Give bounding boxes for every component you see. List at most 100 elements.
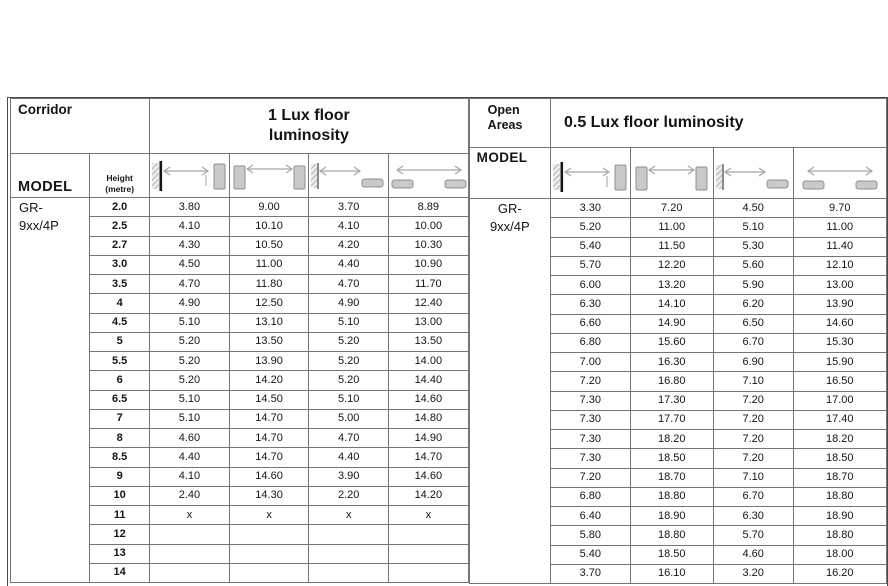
open-areas-value-cell: 6.90: [712, 351, 794, 373]
corridor-row: 3.5 4.70 11.80 4.70 11.70: [11, 273, 469, 295]
height-value: 4: [89, 293, 151, 314]
corridor-value-cell: 11.70: [388, 273, 469, 295]
open-areas-value-cell: 13.90: [792, 294, 888, 315]
open-areas-value-cell: 5.40: [549, 544, 631, 565]
open-areas-value-cell: 7.20: [712, 390, 794, 411]
corridor-value-cell: 3.90: [308, 466, 389, 487]
open-areas-value-cell: 5.20: [549, 217, 631, 238]
open-areas-value-cell: 6.70: [712, 332, 794, 354]
corridor-value-cell: 4.10: [149, 466, 230, 487]
open-areas-value-cell: 17.40: [792, 409, 888, 431]
open-areas-value-cell: 7.30: [549, 428, 631, 450]
open-areas-value-cell: 13.00: [792, 274, 888, 296]
corridor-value-cell: 13.10: [228, 312, 310, 333]
corridor-value-cell: 13.50: [228, 331, 310, 353]
wall-sensor-to-wall-sensor-icon: [231, 164, 308, 189]
height-value: 2.5: [89, 216, 151, 237]
open-areas-value-cell: 16.20: [792, 563, 888, 585]
corridor-value-cell: 4.40: [308, 447, 389, 468]
open-areas-value-cell: 5.80: [549, 525, 631, 546]
height-value: 10: [89, 485, 151, 507]
corridor-value-cell: 14.70: [228, 408, 310, 430]
open-areas-row: GR- 9xx/4P 3.30 7.20 4.50 9.70: [468, 197, 888, 584]
open-areas-value-cell: 18.50: [792, 448, 888, 469]
open-areas-value-cell: 3.70: [549, 563, 631, 585]
corridor-row: 4.5 5.10 13.10 5.10 13.00: [11, 312, 469, 333]
corridor-row: 3.0 4.50 11.00 4.40 10.90: [11, 254, 469, 276]
open-areas-value-cell: 5.60: [712, 255, 794, 277]
corridor-subheader-row: MODEL Height (metre): [9, 153, 469, 198]
corridor-value-cell: 3.80: [149, 196, 230, 218]
corridor-value-cell: 5.20: [149, 331, 230, 353]
open-areas-value-cell: 18.70: [792, 467, 888, 488]
corridor-value-cell: 11.80: [228, 273, 310, 295]
corridor-value-cell: 5.10: [149, 408, 230, 430]
wall-sensor-to-opposite-wall-icon: [151, 160, 228, 191]
open-areas-section-label: Open Areas: [487, 103, 523, 132]
open-areas-value-cell: 12.10: [792, 255, 888, 277]
open-areas-value-cell: 6.80: [549, 486, 631, 508]
open-areas-value-cell: 5.70: [549, 255, 631, 277]
corridor-luminosity-table: Corridor 1 Lux floor luminosity MODEL He…: [9, 98, 469, 584]
corridor-value-cell: 10.30: [388, 235, 469, 256]
corridor-value-cell: 2.40: [149, 485, 230, 507]
corridor-value-cell: [388, 543, 469, 564]
open-areas-value-cell: 5.70: [712, 525, 794, 546]
corridor-value-cell: 14.20: [228, 370, 310, 391]
open-areas-value-cell: 7.10: [712, 371, 794, 392]
corridor-value-cell: [149, 562, 230, 584]
corridor-value-cell: 5.00: [308, 408, 389, 430]
open-areas-value-cell: 7.20: [712, 448, 794, 469]
open-areas-value-cell: 11.50: [629, 236, 714, 257]
open-areas-row: 5.80 18.80 5.70 18.80: [469, 525, 888, 546]
open-areas-section-cell: Open Areas: [468, 98, 551, 148]
corridor-row: 14: [11, 562, 469, 584]
open-areas-value-cell: 13.20: [629, 274, 714, 296]
corridor-value-cell: 14.70: [228, 427, 310, 449]
corridor-value-cell: 14.70: [228, 447, 310, 468]
corridor-value-cell: 14.40: [388, 370, 469, 391]
open-areas-value-cell: 16.10: [629, 563, 714, 585]
open-areas-value-cell: 18.80: [629, 525, 714, 546]
wall-sensor-to-floor-unit-icon: [715, 164, 792, 190]
corridor-value-cell: 5.10: [149, 389, 230, 410]
height-value: 9: [89, 466, 151, 487]
open-areas-value-cell: 16.50: [792, 371, 888, 392]
open-areas-value-cell: 18.90: [629, 505, 714, 527]
floor-unit-to-floor-unit-icon: [801, 166, 878, 190]
height-value: 8: [89, 427, 151, 449]
corridor-value-cell: [388, 524, 469, 545]
corridor-value-cell: 10.00: [388, 216, 469, 237]
one-lux-title-cell: 1 Lux floor luminosity: [149, 98, 469, 154]
corridor-value-cell: 13.90: [228, 350, 310, 372]
corridor-value-cell: [149, 543, 230, 564]
corridor-row: GR- 9xx/4P 2.0 3.80 9.00 3.70 8.89: [9, 196, 469, 583]
height-value: 3.0: [89, 254, 151, 276]
corridor-value-cell: 12.50: [228, 293, 310, 314]
corridor-value-cell: 4.10: [308, 216, 389, 237]
corridor-value-cell: 4.70: [308, 273, 389, 295]
wall-sensor-to-opposite-wall-icon: [552, 162, 629, 192]
height-value: 5.5: [89, 350, 151, 372]
corridor-value-cell: 14.70: [388, 447, 469, 468]
corridor-value-cell: 11.00: [228, 254, 310, 276]
open-areas-value-cell: 6.60: [549, 313, 631, 334]
open-areas-model-value: GR- 9xx/4P: [468, 198, 551, 584]
corridor-value-cell: 4.20: [308, 235, 389, 256]
corridor-value-cell: 5.20: [149, 350, 230, 372]
open-areas-value-cell: 18.20: [792, 428, 888, 450]
corridor-value-cell: x: [228, 504, 310, 526]
corridor-value-cell: 14.30: [228, 485, 310, 507]
corridor-row: 2.7 4.30 10.50 4.20 10.30: [11, 235, 469, 256]
luminosity-table-frame: Corridor 1 Lux floor luminosity MODEL He…: [7, 97, 888, 586]
corridor-model-header: MODEL: [9, 153, 91, 198]
open-areas-row: 6.80 15.60 6.70 15.30: [469, 332, 888, 354]
open-areas-subheader-row: MODEL: [468, 147, 888, 199]
open-areas-value-cell: 7.20: [629, 197, 714, 219]
open-areas-value-cell: 7.00: [549, 351, 631, 373]
corridor-value-cell: [308, 543, 389, 564]
open-areas-model-header: MODEL: [468, 147, 551, 199]
open-areas-value-cell: 14.10: [629, 294, 714, 315]
corridor-value-cell: 5.20: [308, 350, 389, 372]
